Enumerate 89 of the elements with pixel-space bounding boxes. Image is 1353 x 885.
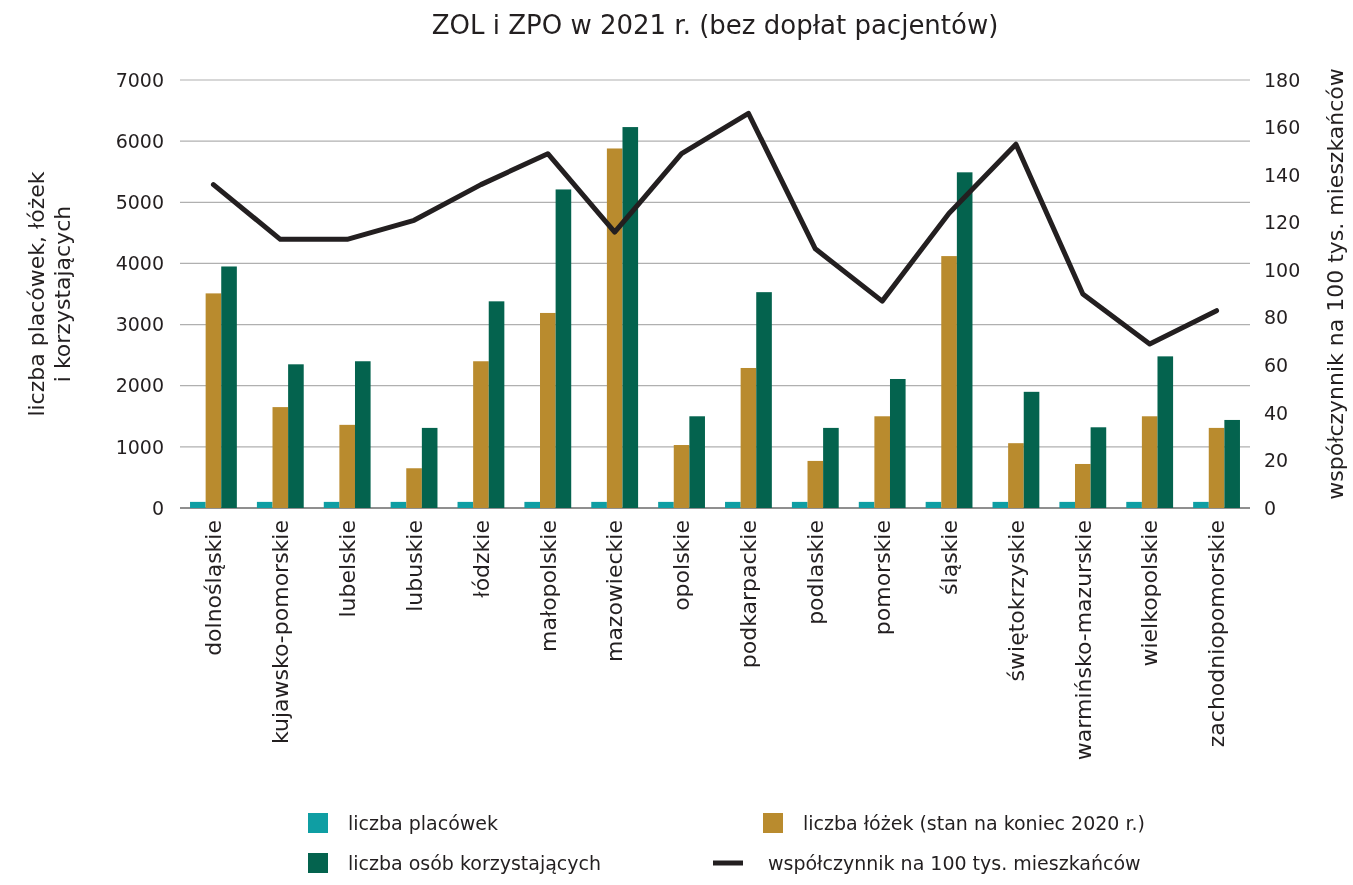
y2-axis-title: współczynnik na 100 tys. mieszkańców	[1323, 68, 1348, 500]
y-tick-label: 4000	[115, 252, 164, 275]
bar	[956, 172, 973, 508]
x-tick-label: opolskie	[669, 520, 695, 611]
y-axis-title: liczba placówek, łóżek i korzystających	[24, 171, 75, 417]
y2-tick-label: 60	[1264, 353, 1289, 376]
bar	[1141, 416, 1158, 508]
x-tick-label: małopolskie	[535, 520, 561, 653]
bar	[221, 266, 237, 508]
bar	[622, 127, 639, 508]
legend-label: współczynnik na 100 tys. mieszkańców	[768, 851, 1141, 874]
bar	[925, 501, 942, 508]
y2-tick-label: 140	[1264, 163, 1301, 186]
y-tick-label: 3000	[115, 313, 164, 336]
x-tick-label: pomorskie	[869, 520, 895, 636]
bar	[591, 501, 607, 508]
legend-label: liczba placówek	[348, 811, 499, 834]
bar	[791, 501, 808, 508]
x-tick-label: podlaskie	[803, 520, 829, 625]
bar	[272, 407, 289, 508]
y2-tick-label: 100	[1264, 258, 1301, 281]
bar	[421, 427, 438, 508]
bar	[1208, 427, 1225, 508]
bar	[205, 293, 222, 508]
bar	[756, 292, 772, 508]
bar	[858, 501, 875, 508]
y-tick-label: 7000	[115, 68, 164, 91]
x-tick-label: lubuskie	[401, 520, 427, 612]
bar	[473, 361, 489, 508]
bar	[406, 468, 422, 508]
x-tick-label: dolnośląskie	[201, 520, 227, 656]
x-tick-label: śląskie	[936, 520, 962, 595]
bar	[323, 501, 340, 508]
bar	[725, 501, 741, 508]
bar	[689, 416, 705, 508]
bar	[524, 501, 541, 508]
chart-title: ZOL i ZPO w 2021 r. (bez dopłat pacjentów)	[431, 10, 999, 40]
bar	[354, 361, 371, 508]
bar	[1008, 443, 1024, 508]
y-tick-label: 6000	[115, 129, 164, 152]
bar	[823, 427, 839, 508]
y-tick-label: 2000	[115, 374, 164, 397]
x-tick-label: kujawsko-pomorskie	[268, 520, 294, 745]
y-tick-label: 0	[151, 496, 164, 519]
bar	[555, 189, 572, 508]
bar	[390, 501, 407, 508]
x-tick-label: warmińsko-mazurskie	[1070, 520, 1096, 761]
y-tick-label: 5000	[115, 190, 164, 213]
bar	[1090, 427, 1107, 508]
x-tick-label: podkarpackie	[736, 520, 762, 669]
y-tick-label: 1000	[115, 435, 164, 458]
x-tick-label: świętokrzyskie	[1003, 520, 1029, 682]
y2-tick-label: 120	[1264, 211, 1301, 234]
bar	[673, 445, 690, 508]
x-tick-label: wielkopolskie	[1137, 520, 1163, 667]
x-tick-label: łódzkie	[468, 520, 494, 598]
bar	[457, 501, 474, 508]
bar	[488, 301, 505, 508]
bar	[1157, 356, 1174, 508]
bar	[941, 256, 957, 508]
legend-label: liczba osób korzystających	[348, 851, 602, 874]
bar	[288, 364, 304, 508]
bar	[540, 312, 556, 508]
bar	[992, 501, 1009, 508]
bar	[874, 416, 890, 508]
bar	[1224, 419, 1240, 508]
bar	[1075, 463, 1091, 508]
y2-tick-label: 160	[1264, 116, 1301, 139]
bar	[339, 424, 355, 508]
legend-label: liczba łóżek (stan na koniec 2020 r.)	[803, 811, 1146, 834]
x-tick-label: lubelskie	[334, 520, 360, 618]
bar	[807, 460, 824, 508]
y2-tick-label: 40	[1264, 401, 1289, 424]
bar	[889, 378, 906, 508]
x-tick-label: mazowieckie	[602, 520, 628, 663]
y2-tick-label: 80	[1264, 306, 1289, 329]
bar	[1023, 391, 1040, 508]
bar	[1126, 501, 1142, 508]
bar	[1059, 501, 1076, 508]
y2-tick-label: 0	[1264, 496, 1277, 519]
bar	[606, 148, 623, 508]
bar	[190, 501, 206, 508]
bar	[740, 367, 757, 508]
x-tick-label: zachodniopomorskie	[1204, 520, 1230, 748]
bar	[658, 501, 674, 508]
y2-tick-label: 20	[1264, 449, 1289, 472]
bar	[256, 501, 273, 508]
y2-tick-label: 180	[1264, 68, 1301, 91]
bar	[1193, 501, 1209, 508]
